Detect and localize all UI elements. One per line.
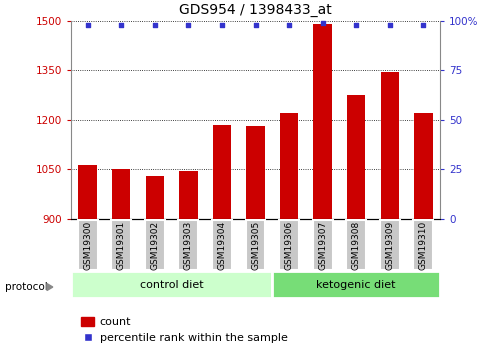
Point: [385, 22, 393, 28]
Text: GSM19307: GSM19307: [318, 220, 326, 269]
Point: [351, 22, 359, 28]
Text: GSM19310: GSM19310: [418, 220, 427, 269]
Legend: count, percentile rank within the sample: count, percentile rank within the sample: [76, 313, 291, 345]
Point: [83, 22, 91, 28]
Bar: [179, 171, 197, 345]
Bar: [144, 220, 164, 270]
Bar: [245, 220, 265, 270]
Text: GSM19302: GSM19302: [150, 220, 159, 269]
Title: GDS954 / 1398433_at: GDS954 / 1398433_at: [179, 3, 331, 17]
Bar: [111, 220, 131, 270]
Bar: [313, 24, 331, 345]
Bar: [379, 220, 399, 270]
Bar: [312, 220, 332, 270]
Bar: [212, 125, 231, 345]
Point: [285, 22, 292, 28]
Bar: [279, 220, 298, 270]
Bar: [112, 169, 130, 345]
Point: [318, 20, 326, 26]
Bar: [279, 113, 298, 345]
Text: GSM19306: GSM19306: [284, 220, 293, 269]
Point: [218, 22, 225, 28]
Point: [184, 22, 192, 28]
Text: ketogenic diet: ketogenic diet: [316, 280, 395, 289]
Bar: [178, 220, 198, 270]
Point: [419, 22, 427, 28]
Point: [251, 22, 259, 28]
Text: GSM19304: GSM19304: [217, 220, 226, 269]
Point: [117, 22, 125, 28]
Text: GSM19300: GSM19300: [83, 220, 92, 269]
Bar: [246, 127, 264, 345]
Bar: [346, 220, 366, 270]
Bar: [71, 271, 272, 298]
Bar: [78, 165, 97, 345]
Bar: [346, 95, 365, 345]
Text: control diet: control diet: [140, 280, 203, 289]
Text: GSM19305: GSM19305: [250, 220, 260, 269]
Bar: [272, 271, 439, 298]
Point: [151, 22, 159, 28]
Bar: [212, 220, 231, 270]
Text: GSM19309: GSM19309: [385, 220, 393, 269]
Bar: [145, 176, 163, 345]
Text: GSM19308: GSM19308: [351, 220, 360, 269]
Bar: [413, 113, 432, 345]
Bar: [380, 72, 398, 345]
Text: GSM19301: GSM19301: [117, 220, 125, 269]
Bar: [412, 220, 432, 270]
Text: GSM19303: GSM19303: [183, 220, 192, 269]
Text: protocol: protocol: [5, 282, 47, 292]
Bar: [78, 220, 98, 270]
